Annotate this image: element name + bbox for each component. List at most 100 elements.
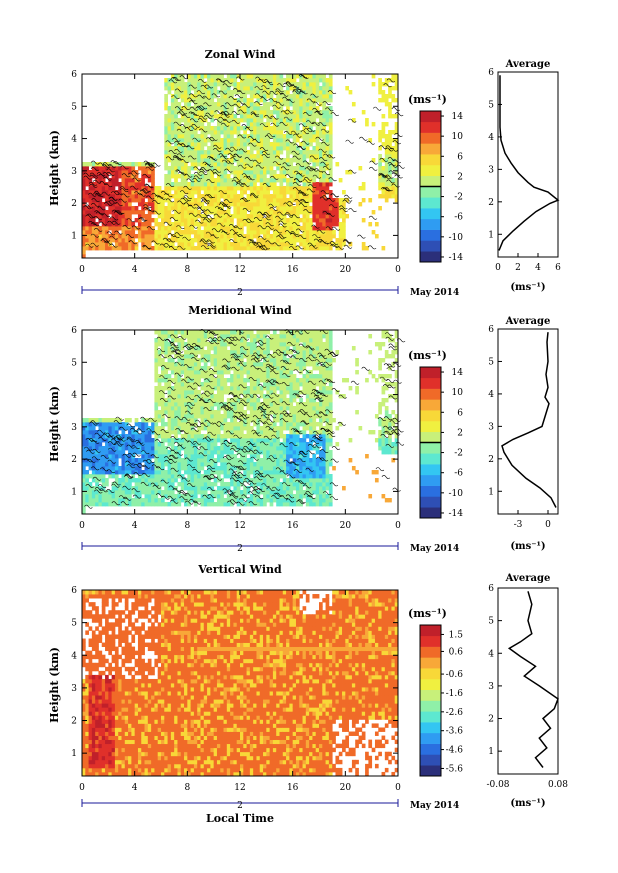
heatmap-cell xyxy=(371,82,376,87)
heatmap-cell xyxy=(207,114,211,119)
heatmap-cell xyxy=(236,150,241,155)
heatmap-cell xyxy=(134,502,139,507)
heatmap-cell xyxy=(240,218,244,223)
heatmap-cell xyxy=(128,206,132,211)
contour-segment xyxy=(200,212,210,216)
heatmap-cell xyxy=(151,206,155,211)
heatmap-cell xyxy=(193,334,198,339)
heatmap-cell xyxy=(325,214,330,219)
heatmap-cell xyxy=(226,190,231,195)
heatmap-cell xyxy=(328,98,333,103)
heatmap-cell xyxy=(282,214,287,219)
heatmap-cell xyxy=(223,138,228,143)
heatmap-cell xyxy=(180,98,185,103)
heatmap-cell xyxy=(111,454,116,459)
heatmap-cell xyxy=(121,430,126,435)
heatmap-cell xyxy=(325,82,330,87)
heatmap-cell xyxy=(394,146,399,151)
heatmap-cell xyxy=(325,238,330,243)
heatmap-cell xyxy=(322,214,326,219)
heatmap-cell xyxy=(193,406,198,411)
heatmap-cell xyxy=(200,494,205,499)
heatmap-cell xyxy=(236,162,241,167)
heatmap-cell xyxy=(286,78,290,83)
heatmap-cell xyxy=(233,466,238,471)
heatmap-cell xyxy=(279,226,284,231)
heatmap-cell xyxy=(381,98,386,103)
contour-segment xyxy=(183,195,192,200)
heatmap-cell xyxy=(236,366,241,371)
heatmap-cell xyxy=(223,218,228,223)
heatmap-cell xyxy=(371,74,376,79)
heatmap-cell xyxy=(378,170,382,175)
heatmap-cell xyxy=(243,186,247,191)
heatmap-cell xyxy=(213,206,218,211)
heatmap-cell xyxy=(279,170,284,175)
heatmap-cell xyxy=(213,346,218,351)
heatmap-cell xyxy=(164,474,168,479)
heatmap-cell xyxy=(328,230,333,235)
heatmap-cell xyxy=(134,234,139,239)
heatmap-cell xyxy=(98,422,103,427)
heatmap-cell xyxy=(200,414,205,419)
heatmap-cell xyxy=(226,126,231,131)
heatmap-cell xyxy=(388,150,392,155)
heatmap-cell xyxy=(335,206,340,211)
heatmap-cell xyxy=(114,166,119,171)
heatmap-cell xyxy=(177,82,182,87)
colorbar-swatch xyxy=(420,164,441,177)
heatmap-cell xyxy=(213,446,218,451)
colorbar-tick-label: 6 xyxy=(457,152,463,162)
heatmap-cell xyxy=(223,86,228,91)
heatmap-cell xyxy=(319,190,323,195)
heatmap-cell xyxy=(197,490,201,495)
heatmap-cell xyxy=(220,354,224,359)
heatmap-cell xyxy=(322,234,326,239)
heatmap-cell xyxy=(95,466,99,471)
heatmap-cell xyxy=(328,162,333,167)
heatmap-cell xyxy=(187,186,192,191)
heatmap-cell xyxy=(220,186,224,191)
heatmap-cell xyxy=(88,230,93,235)
heatmap-cell xyxy=(111,234,116,239)
heatmap-cell xyxy=(164,86,168,91)
heatmap-cell xyxy=(157,186,162,191)
heatmap-cell xyxy=(249,226,254,231)
heatmap-cell xyxy=(161,222,165,227)
heatmap-cell xyxy=(180,86,185,91)
heatmap-cell xyxy=(164,242,168,247)
contour-segment xyxy=(83,205,92,210)
contour-segment xyxy=(102,172,112,176)
heatmap-cell xyxy=(253,242,257,247)
heatmap-cell xyxy=(328,138,333,143)
heatmap-cell xyxy=(111,194,116,199)
contour-segment xyxy=(293,178,303,182)
heatmap-cell xyxy=(322,90,326,95)
heatmap-cell xyxy=(322,182,326,187)
heatmap-cell xyxy=(180,482,185,487)
heatmap-cell xyxy=(118,174,122,179)
heatmap-cell xyxy=(124,214,129,219)
heatmap-cell xyxy=(197,186,201,191)
heatmap-cell xyxy=(141,202,145,207)
heatmap-cell xyxy=(101,194,106,199)
heatmap-cell xyxy=(167,394,172,399)
heatmap-cell xyxy=(200,154,205,159)
heatmap-cell xyxy=(174,478,178,483)
heatmap-cell xyxy=(381,82,386,87)
heatmap-cell xyxy=(88,430,93,435)
heatmap-cell xyxy=(167,374,172,379)
heatmap-cell xyxy=(236,194,241,199)
contour-segment xyxy=(142,188,151,193)
heatmap-cell xyxy=(131,246,136,251)
heatmap-cell xyxy=(184,378,188,383)
heatmap-cell xyxy=(335,202,340,207)
heatmap-cell xyxy=(118,218,122,223)
heatmap-cell xyxy=(141,474,145,479)
contour-segment xyxy=(214,110,223,115)
heatmap-cell xyxy=(82,210,86,215)
heatmap-cell xyxy=(233,206,238,211)
heatmap-cell xyxy=(240,498,244,503)
heatmap-cell xyxy=(223,470,228,475)
